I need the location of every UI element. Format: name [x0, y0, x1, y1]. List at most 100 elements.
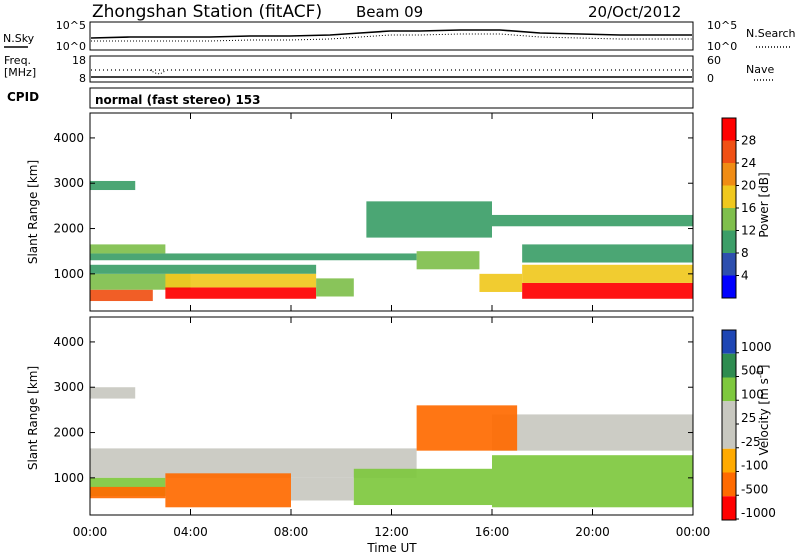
- power-cell: [479, 273, 523, 292]
- power-colorbar-swatch: [722, 163, 736, 186]
- velocity-heatmap: [90, 387, 693, 508]
- velocity-ytick-label: 3000: [53, 380, 84, 394]
- freq-label-1: Freq.: [4, 54, 31, 67]
- velocity-colorbar-tick-label: -25: [741, 435, 761, 449]
- power-cell: [165, 287, 317, 299]
- power-cell: [90, 253, 417, 261]
- velocity-ytick-label: 2000: [53, 426, 84, 440]
- time-tick-label: 00:00: [73, 525, 108, 539]
- velocity-colorbar-swatch: [722, 472, 736, 497]
- time-tick-label: 08:00: [274, 525, 309, 539]
- cpid-label: CPID: [7, 90, 39, 104]
- time-tick-label: 00:00: [676, 525, 711, 539]
- velocity-ylabel: Slant Range [km]: [26, 366, 40, 470]
- sky-tick-low: 10^0: [56, 40, 86, 53]
- sky-rtick-low: 10^0: [707, 40, 737, 53]
- time-tick-label: 12:00: [374, 525, 409, 539]
- freq-tick-high: 18: [72, 54, 86, 67]
- velocity-colorbar-swatch: [722, 330, 736, 354]
- nave-dip: [149, 69, 166, 75]
- power-cell: [366, 201, 492, 238]
- velocity-cell: [90, 387, 136, 399]
- power-cell: [90, 289, 153, 302]
- velocity-y-axis: 1000 2000 3000 4000: [53, 335, 693, 485]
- power-cell: [316, 278, 354, 297]
- velocity-cell: [492, 455, 693, 508]
- power-cell: [416, 251, 480, 270]
- power-colorbar-swatch: [722, 275, 736, 298]
- sky-panel-frame: [89, 21, 694, 51]
- mode-text: normal (fast stereo) 153: [95, 93, 261, 107]
- velocity-cell: [291, 477, 354, 501]
- velocity-cell: [353, 468, 492, 506]
- velocity-cell: [90, 486, 166, 499]
- velocity-colorbar-swatch: [722, 425, 736, 449]
- power-colorbar-tick-label: 28: [741, 134, 756, 148]
- velocity-cell: [492, 414, 693, 451]
- velocity-colorbar-tick-label: 1000: [741, 340, 772, 354]
- nave-label: Nave: [746, 63, 774, 76]
- power-cell: [90, 264, 317, 274]
- nave-tick-low: 0: [707, 72, 714, 85]
- power-colorbar-tick-label: 8: [741, 246, 749, 260]
- power-colorbar-tick-label: 12: [741, 224, 756, 238]
- power-ytick-label: 3000: [53, 176, 84, 190]
- velocity-colorbar-tick-label: -500: [741, 482, 768, 496]
- velocity-colorbar-swatch: [722, 401, 736, 425]
- velocity-colorbar-swatch: [722, 448, 736, 473]
- cpid-panel-frame: [89, 87, 694, 109]
- power-colorbar-swatch: [722, 208, 736, 231]
- power-colorbar-swatch: [722, 185, 736, 208]
- power-ytick-label: 2000: [53, 222, 84, 236]
- nsearch-label: N.Search: [746, 27, 796, 40]
- velocity-colorbar-swatch: [722, 377, 736, 402]
- power-colorbar-swatch: [722, 118, 736, 141]
- velocity-ytick-label: 1000: [53, 471, 84, 485]
- power-colorbar-tick-label: 20: [741, 179, 756, 193]
- power-cell: [90, 244, 166, 254]
- nsearch-line: [91, 33, 692, 42]
- nave-tick-high: 60: [707, 54, 721, 67]
- velocity-cell: [165, 473, 291, 508]
- velocity-colorbar-tick-label: 500: [741, 364, 764, 378]
- velocity-colorbar-tick-label: 25: [741, 411, 756, 425]
- power-ytick-label: 1000: [53, 267, 84, 281]
- velocity-colorbar-swatch: [722, 496, 736, 520]
- power-cell: [90, 180, 136, 191]
- power-colorbar-tick-label: 24: [741, 156, 756, 170]
- velocity-cell: [416, 405, 518, 451]
- nsky-label: N.Sky: [3, 32, 35, 45]
- time-axis: 00:00 04:00 08:00 12:00 16:00 20:00 00:00: [73, 113, 711, 539]
- power-cell: [522, 264, 693, 283]
- power-y-axis: 1000 2000 3000 4000: [53, 131, 693, 281]
- power-colorbar-tick-label: 4: [741, 269, 749, 283]
- velocity-cbar-label-tail: ]: [757, 365, 771, 370]
- station-title: Zhongshan Station (fitACF): [92, 2, 322, 22]
- power-cell: [492, 214, 693, 227]
- time-tick-label: 04:00: [173, 525, 208, 539]
- time-tick-label: 20:00: [575, 525, 610, 539]
- power-colorbar-swatch: [722, 230, 736, 253]
- time-tick-label: 16:00: [475, 525, 510, 539]
- power-cell: [522, 282, 693, 299]
- power-cell: [165, 273, 317, 288]
- velocity-colorbar-tick-label: 100: [741, 387, 764, 401]
- power-cbar-label: Power [dB]: [757, 172, 771, 237]
- freq-label-2: [MHz]: [4, 66, 36, 79]
- velocity-colorbar: 1000 500 100 25 -25 -100 -500 -1000: [721, 329, 776, 521]
- power-ytick-label: 4000: [53, 131, 84, 145]
- date-label: 20/Oct/2012: [588, 3, 681, 21]
- velocity-cbar-label-exp: -1: [756, 369, 766, 378]
- velocity-colorbar-tick-label: -100: [741, 459, 768, 473]
- power-colorbar-swatch: [722, 140, 736, 163]
- beam-label: Beam 09: [356, 3, 423, 21]
- velocity-colorbar-frame: [721, 329, 737, 521]
- velocity-colorbar-swatch: [722, 353, 736, 378]
- power-colorbar: 4 8 12 16 20 24 28: [721, 117, 756, 299]
- velocity-ytick-label: 4000: [53, 335, 84, 349]
- freq-tick-low: 8: [79, 72, 86, 85]
- sky-tick-high: 10^5: [56, 19, 86, 32]
- power-colorbar-swatch: [722, 253, 736, 276]
- velocity-colorbar-tick-label: -1000: [741, 506, 776, 520]
